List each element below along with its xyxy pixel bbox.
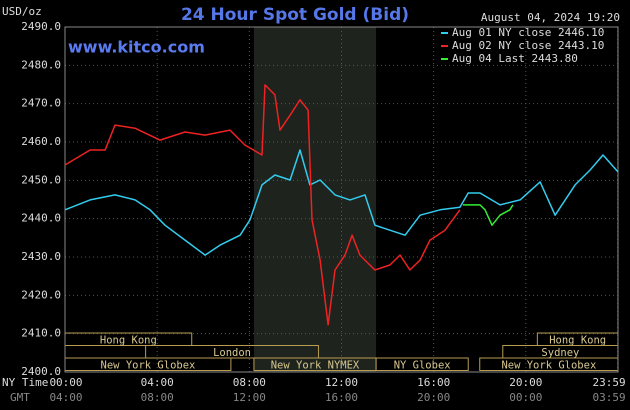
plot-frame xyxy=(64,26,619,373)
y-tick-label: 2460.0 xyxy=(21,135,61,148)
y-tick-label: 2430.0 xyxy=(21,250,61,263)
session-label: Hong Kong xyxy=(100,334,157,346)
series-line xyxy=(64,149,619,256)
x-tick-label: 16:00 xyxy=(417,376,450,389)
x-tick-label: 08:00 xyxy=(233,376,266,389)
y-tick-label: 2470.0 xyxy=(21,97,61,110)
x2-tick-label: 20:00 xyxy=(417,391,450,404)
y-tick-label: 2440.0 xyxy=(21,212,61,225)
series-line xyxy=(64,84,461,326)
y-tick-label: 2400.0 xyxy=(21,365,61,378)
session-label: New York Globex xyxy=(101,359,196,371)
x2-tick-label: 04:00 xyxy=(49,391,82,404)
y-tick-label: 2490.0 xyxy=(21,20,61,33)
x2-tick-label: 16:00 xyxy=(325,391,358,404)
session-label: Hong Kong xyxy=(549,334,606,346)
session-label: London xyxy=(213,347,251,359)
series-line xyxy=(462,204,514,226)
session-shade xyxy=(253,27,377,372)
session-bar xyxy=(145,345,319,359)
x-axis-label: NY Time xyxy=(2,376,48,389)
legend-label: Aug 04 Last 2443.80 xyxy=(452,52,578,65)
legend-label: Aug 02 NY close 2443.10 xyxy=(452,39,604,52)
x-tick-label: 00:00 xyxy=(49,376,82,389)
timestamp: August 04, 2024 19:20 xyxy=(481,11,620,24)
y-tick-label: 2480.0 xyxy=(21,58,61,71)
legend-label: Aug 01 NY close 2446.10 xyxy=(452,26,604,39)
chart-title: 24 Hour Spot Gold (Bid) xyxy=(181,5,409,25)
site-url: www.kitco.com xyxy=(68,38,205,57)
x-tick-label: 23:59 xyxy=(592,376,625,389)
session-label: New York NYMEX xyxy=(271,359,360,371)
y-axis-label: USD/oz xyxy=(2,5,42,18)
x2-tick-label: 00:00 xyxy=(509,391,542,404)
x2-axis-label: GMT xyxy=(10,391,30,404)
x-tick-label: 04:00 xyxy=(141,376,174,389)
x-tick-label: 20:00 xyxy=(509,376,542,389)
session-bar xyxy=(375,357,469,371)
session-label: New York Globex xyxy=(501,359,596,371)
session-label: NY Globex xyxy=(394,359,451,371)
y-tick-label: 2410.0 xyxy=(21,327,61,340)
x-tick-label: 12:00 xyxy=(325,376,358,389)
session-label: Sydney xyxy=(541,347,579,359)
x2-tick-label: 03:59 xyxy=(592,391,625,404)
y-tick-label: 2420.0 xyxy=(21,288,61,301)
y-tick-label: 2450.0 xyxy=(21,173,61,186)
x2-tick-label: 08:00 xyxy=(141,391,174,404)
x2-tick-label: 12:00 xyxy=(233,391,266,404)
